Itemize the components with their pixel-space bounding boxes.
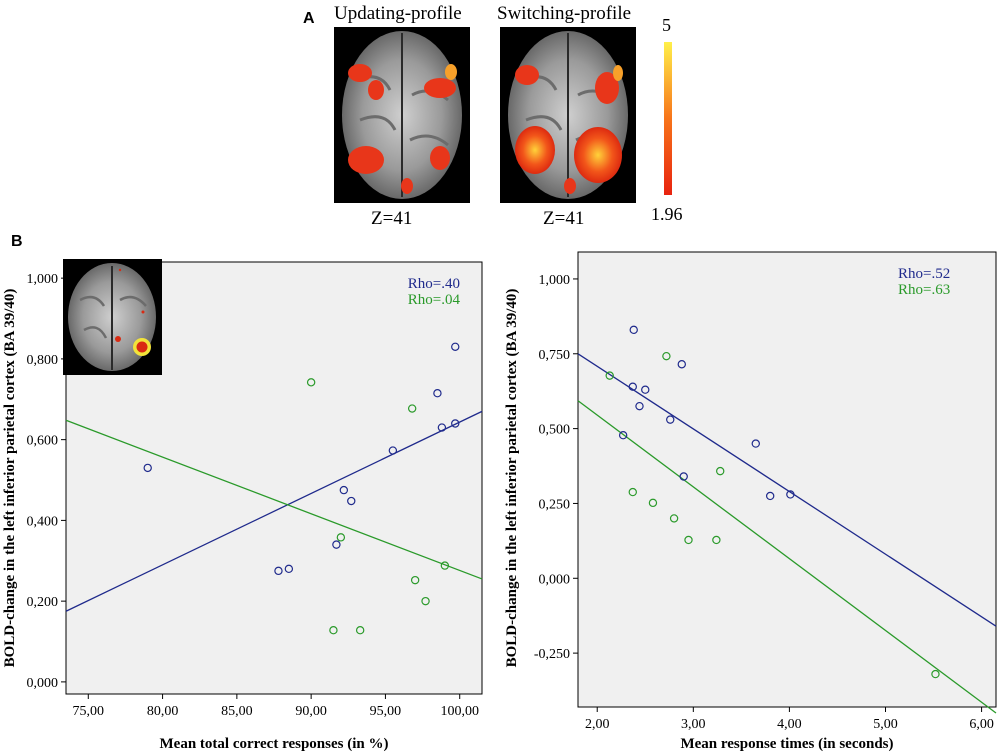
data-point-updating xyxy=(437,423,447,432)
x-tick-label: 100,00 xyxy=(440,704,479,719)
data-point-switching xyxy=(421,596,430,606)
y-tick-label: 0,500 xyxy=(539,423,571,438)
data-point-switching xyxy=(336,533,346,542)
data-point-switching xyxy=(605,371,614,380)
x-tick-label: 85,00 xyxy=(221,704,253,719)
fit-line-switching xyxy=(577,400,997,714)
switching-profile-title: Switching-profile xyxy=(497,3,632,24)
data-point-updating xyxy=(641,385,650,394)
data-point-updating xyxy=(332,540,341,549)
y-tick-label: 0,000 xyxy=(27,676,59,691)
data-point-updating xyxy=(339,485,349,495)
x-tick-label: 75,00 xyxy=(73,704,105,719)
switching-brain-image xyxy=(500,27,636,203)
data-point-updating xyxy=(765,491,775,501)
data-point-switching xyxy=(410,575,420,585)
y-tick-label: 0,250 xyxy=(539,497,571,512)
x-tick-label: 4,00 xyxy=(777,717,802,732)
data-point-switching xyxy=(712,535,721,545)
rho-switching-label: Rho=.04 xyxy=(408,292,461,308)
fit-line-updating xyxy=(65,410,483,612)
panel-a-label: A xyxy=(303,10,315,27)
y-tick-label: -0,250 xyxy=(534,647,570,662)
x-tick-label: 6,00 xyxy=(969,717,994,732)
x-tick-label: 95,00 xyxy=(370,704,402,719)
data-point-updating xyxy=(451,342,460,351)
fit-line-switching xyxy=(65,419,483,580)
data-point-updating xyxy=(628,382,637,391)
y-axis-label: BOLD-change in the left inferior parieta… xyxy=(504,289,520,668)
chart-response-times: 2,00 3,00 4,00 5,00 6,00 -0,250 0,000 0,250 0,50… xyxy=(504,251,997,752)
x-tick-label: 80,00 xyxy=(147,704,179,719)
colorbar xyxy=(664,42,672,195)
data-point-updating xyxy=(433,389,442,398)
data-point-switching xyxy=(648,498,658,508)
y-tick-label: 0,200 xyxy=(27,595,59,610)
data-point-switching xyxy=(628,487,637,497)
y-tick-label: 0,000 xyxy=(539,572,571,587)
colorbar-max-label: 5 xyxy=(662,15,671,35)
rho-updating-label: Rho=.40 xyxy=(408,276,460,292)
data-point-switching xyxy=(355,626,365,635)
updating-brain-image xyxy=(334,27,470,203)
rho-switching-label: Rho=.63 xyxy=(898,282,950,298)
x-axis-label: Mean response times (in seconds) xyxy=(680,736,893,752)
data-point-updating xyxy=(751,439,760,448)
x-tick-label: 5,00 xyxy=(873,717,898,732)
data-point-updating xyxy=(618,430,628,440)
brain-inset-image xyxy=(63,259,162,375)
updating-slice-label: Z=41 xyxy=(371,208,413,229)
data-point-updating xyxy=(347,496,356,506)
data-point-switching xyxy=(306,378,316,387)
data-point-switching xyxy=(329,626,338,635)
data-point-updating xyxy=(143,463,152,473)
data-point-switching xyxy=(716,466,725,476)
data-point-updating xyxy=(451,419,460,428)
y-tick-label: 0,600 xyxy=(27,434,59,449)
colorbar-min-label: 1.96 xyxy=(651,204,683,224)
y-tick-label: 0,400 xyxy=(27,514,59,529)
panel-b-label: B xyxy=(11,233,23,250)
chart-correct-responses: 75,00 80,00 85,00 90,00 95,00 100,00 0,000 0,20… xyxy=(2,261,483,752)
data-point-updating xyxy=(677,360,686,369)
x-tick-label: 90,00 xyxy=(295,704,327,719)
data-point-switching xyxy=(407,404,417,413)
data-point-updating xyxy=(274,566,283,576)
fit-line-updating xyxy=(577,353,997,627)
y-tick-label: 1,000 xyxy=(27,272,59,287)
x-axis-label: Mean total correct responses (in %) xyxy=(160,736,389,752)
y-tick-label: 0,750 xyxy=(539,348,571,363)
data-point-updating xyxy=(786,490,795,499)
data-point-updating xyxy=(679,472,688,481)
data-point-updating xyxy=(635,401,644,411)
data-point-updating xyxy=(666,415,675,424)
data-point-switching xyxy=(684,535,693,545)
data-point-updating xyxy=(629,325,638,335)
updating-profile-title: Updating-profile xyxy=(334,3,462,24)
data-point-updating xyxy=(388,446,398,455)
data-point-switching xyxy=(662,351,671,361)
x-tick-label: 2,00 xyxy=(585,717,610,732)
y-tick-label: 0,800 xyxy=(27,353,59,368)
x-tick-label: 3,00 xyxy=(681,717,706,732)
switching-slice-label: Z=41 xyxy=(543,208,585,229)
y-tick-label: 1,000 xyxy=(539,273,571,288)
data-point-switching xyxy=(931,669,940,679)
rho-updating-label: Rho=.52 xyxy=(898,266,950,282)
y-axis-label: BOLD-change in the left inferior parieta… xyxy=(2,289,18,668)
data-point-updating xyxy=(284,564,294,574)
data-point-switching xyxy=(440,561,450,570)
data-point-switching xyxy=(669,514,679,523)
